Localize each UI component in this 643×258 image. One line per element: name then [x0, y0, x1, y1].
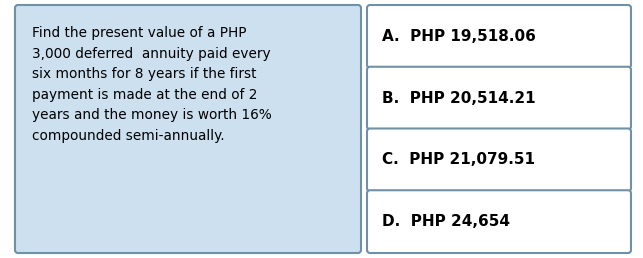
- Text: B.  PHP 20,514.21: B. PHP 20,514.21: [382, 91, 536, 106]
- Text: C.  PHP 21,079.51: C. PHP 21,079.51: [382, 152, 535, 167]
- FancyBboxPatch shape: [367, 190, 631, 253]
- FancyBboxPatch shape: [15, 5, 361, 253]
- FancyBboxPatch shape: [367, 67, 631, 130]
- Text: Find the present value of a PHP
3,000 deferred  annuity paid every
six months fo: Find the present value of a PHP 3,000 de…: [32, 26, 272, 143]
- FancyBboxPatch shape: [367, 128, 631, 191]
- Text: D.  PHP 24,654: D. PHP 24,654: [382, 214, 510, 229]
- Text: A.  PHP 19,518.06: A. PHP 19,518.06: [382, 29, 536, 44]
- FancyBboxPatch shape: [367, 5, 631, 68]
